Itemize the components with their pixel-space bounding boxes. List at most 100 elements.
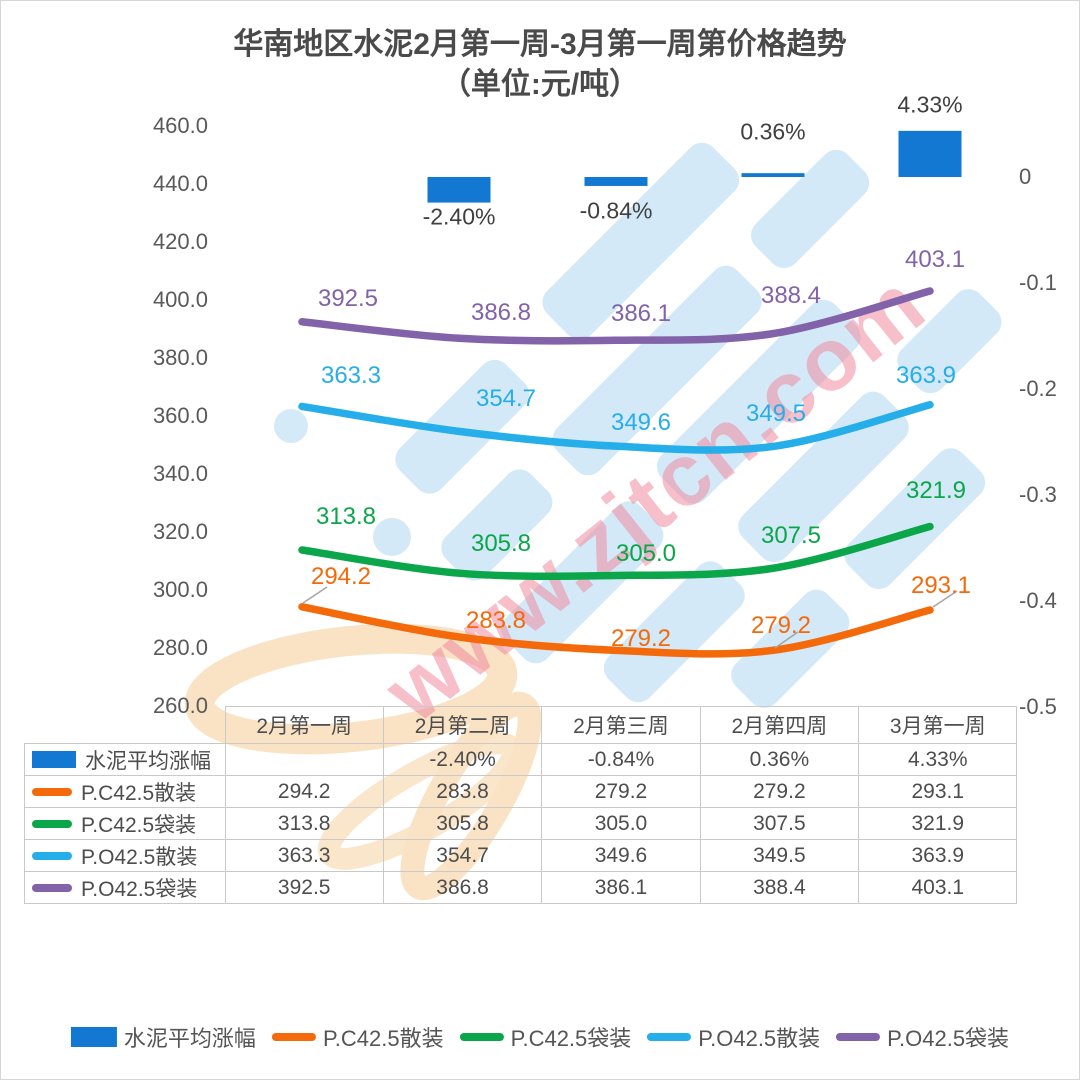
- table-value-cell: 307.5: [699, 807, 860, 840]
- table-row: P.O42.5散装 363.3 354.7 349.6 349.5 363.9: [24, 839, 1018, 872]
- table-value-cell: 0.36%: [699, 743, 860, 776]
- bar-swatch-icon: [32, 751, 76, 768]
- table-col-header: 3月第一周: [858, 706, 1018, 744]
- table-value-cell: 392.5: [224, 871, 384, 904]
- table-col-header: 2月第二周: [382, 706, 543, 744]
- label-leader-line: [932, 590, 958, 608]
- legend-item: P.C42.5散装: [271, 1021, 444, 1053]
- point-data-label: 388.4: [760, 281, 822, 309]
- table-value-cell: 294.2: [224, 775, 384, 808]
- point-data-label: 403.1: [904, 246, 966, 273]
- table-value-cell: 4.33%: [858, 743, 1018, 776]
- left-axis-tick: 320.0: [152, 519, 208, 544]
- bar-data-label: 4.33%: [897, 91, 963, 118]
- legend-label: P.O42.5散装: [698, 1026, 821, 1051]
- line-swatch-icon: [32, 851, 72, 860]
- point-data-label: 363.3: [320, 362, 382, 390]
- legend-bar-swatch-icon: [70, 1027, 117, 1047]
- point-data-label: 305.0: [615, 539, 677, 567]
- point-data-label: 294.2: [310, 562, 372, 590]
- legend-label: P.C42.5袋装: [510, 1026, 632, 1051]
- bar-水泥平均涨幅: [898, 130, 962, 177]
- legend-line-swatch-icon: [647, 1033, 692, 1041]
- table-value-cell: -0.84%: [541, 743, 701, 776]
- legend-label: P.C42.5散装: [322, 1026, 444, 1051]
- bar-水泥平均涨幅: [584, 177, 648, 186]
- left-axis-tick: 460.0: [152, 113, 208, 138]
- legend-line-swatch-icon: [459, 1033, 504, 1041]
- table-corner-cell: [24, 706, 226, 744]
- series-name: P.C42.5散装: [81, 781, 197, 805]
- point-data-label: 363.9: [895, 361, 957, 389]
- right-axis-tick: -0.1: [1019, 270, 1057, 295]
- right-axis-tick: -0.5: [1019, 694, 1057, 719]
- series-name: P.O42.5散装: [81, 845, 198, 869]
- right-axis-tick: -0.2: [1019, 376, 1057, 401]
- table-value-cell: [224, 743, 384, 776]
- line-swatch-icon: [32, 883, 72, 892]
- bar-水泥平均涨幅: [427, 177, 491, 203]
- table-value-cell: 388.4: [699, 871, 860, 904]
- watermark-blue-logo: [274, 142, 1002, 708]
- table-value-cell: 279.2: [541, 775, 701, 808]
- point-data-label: 386.1: [610, 300, 672, 328]
- table-row: 水泥平均涨幅 -2.40% -0.84% 0.36% 4.33%: [24, 743, 1018, 776]
- left-axis-tick: 360.0: [152, 403, 208, 428]
- chart-legend: 水泥平均涨幅 P.C42.5散装 P.C42.5袋装 P.O42.5散装 P.O42.5…: [70, 1021, 1009, 1053]
- bar-data-label: -2.40%: [422, 203, 496, 230]
- series-name: P.C42.5袋装: [81, 813, 197, 837]
- point-data-label: 386.8: [470, 299, 532, 327]
- table-row-header: P.C42.5散装: [24, 775, 226, 808]
- table-value-cell: 386.1: [541, 871, 701, 904]
- table-value-cell: 305.0: [541, 807, 701, 840]
- table-row: P.C42.5散装 294.2 283.8 279.2 279.2 293.1: [24, 775, 1018, 808]
- table-value-cell: 313.8: [224, 807, 384, 840]
- right-axis-tick: -0.4: [1019, 588, 1057, 613]
- left-axis-tick: 440.0: [152, 171, 208, 196]
- price-data-table: 2月第一周 2月第二周 2月第三周 2月第四周 3月第一周 水泥平均涨幅 -2.40% -0…: [24, 706, 1018, 904]
- series-name: P.O42.5袋装: [81, 877, 198, 901]
- table-value-cell: 386.8: [382, 871, 543, 904]
- point-data-label: 305.8: [470, 530, 532, 558]
- table-value-cell: 279.2: [699, 775, 860, 808]
- line-P.C42.5袋装: [298, 522, 934, 581]
- table-value-cell: -2.40%: [382, 743, 543, 776]
- point-data-label: 349.6: [610, 409, 672, 437]
- legend-item: P.O42.5袋装: [836, 1021, 1009, 1053]
- table-col-header: 2月第四周: [699, 706, 860, 744]
- bar-series-group: [427, 130, 962, 203]
- line-P.C42.5散装: [298, 603, 934, 658]
- point-data-label: 321.9: [905, 477, 967, 505]
- point-data-label: 354.7: [475, 385, 537, 413]
- chart-title-line1: 华南地区水泥2月第一周-3月第一周第价格趋势: [233, 28, 847, 61]
- table-value-cell: 354.7: [382, 839, 543, 872]
- table-value-cell: 305.8: [382, 807, 543, 840]
- legend-item: P.O42.5散装: [647, 1021, 820, 1053]
- table-body: 水泥平均涨幅 -2.40% -0.84% 0.36% 4.33% P.C42.5散装 294…: [24, 743, 1018, 904]
- bar-data-label: -0.84%: [579, 197, 653, 224]
- table-row: P.C42.5袋装 313.8 305.8 305.0 307.5 321.9: [24, 807, 1018, 840]
- table-row-header: P.O42.5袋装: [24, 871, 226, 904]
- left-axis-tick: 340.0: [152, 461, 208, 486]
- line-swatch-icon: [32, 787, 72, 796]
- label-leader-lines: [302, 586, 958, 649]
- table-value-cell: 349.6: [541, 839, 701, 872]
- point-data-label: 307.5: [760, 522, 822, 550]
- legend-line-swatch-icon: [836, 1033, 881, 1041]
- table-value-cell: 293.1: [858, 775, 1018, 808]
- point-data-label: 283.8: [465, 606, 527, 634]
- table-header: 2月第一周 2月第二周 2月第三周 2月第四周 3月第一周: [24, 706, 1018, 744]
- legend-item: 水泥平均涨幅: [70, 1021, 256, 1053]
- table-row-header: P.C42.5袋装: [24, 807, 226, 840]
- chart-title-line2: （单位:元/吨）: [440, 67, 640, 101]
- left-axis-tick: 420.0: [152, 229, 208, 254]
- series-name: 水泥平均涨幅: [85, 749, 211, 773]
- point-data-label: 279.2: [750, 612, 812, 640]
- point-data-label: 279.2: [610, 625, 672, 653]
- chart-title: 华南地区水泥2月第一周-3月第一周第价格趋势 （单位:元/吨）: [1, 25, 1079, 104]
- table-value-cell: 283.8: [382, 775, 543, 808]
- point-data-label: 313.8: [315, 502, 377, 530]
- line-series-group: [298, 287, 934, 658]
- table-row-header: P.O42.5散装: [24, 839, 226, 872]
